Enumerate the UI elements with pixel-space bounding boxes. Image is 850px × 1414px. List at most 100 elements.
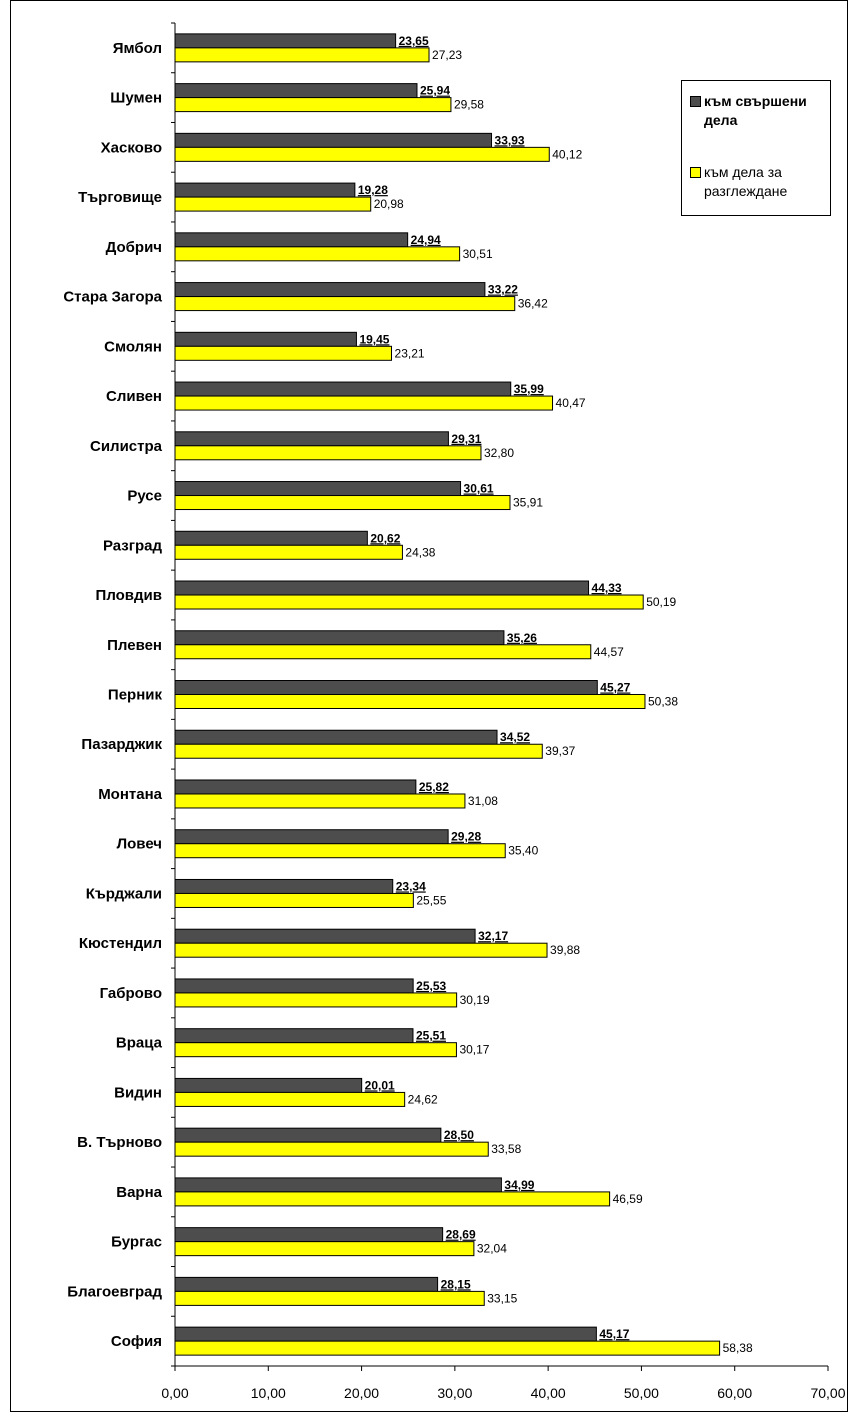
value-label-pending: 39,88 [550, 943, 580, 957]
category-label: Стара Загора [63, 289, 162, 306]
legend-swatch-pending [690, 167, 701, 178]
bar-done [174, 381, 512, 397]
value-label-pending: 23,21 [395, 346, 425, 360]
bar-pending [174, 942, 548, 958]
legend-swatch-done [690, 96, 701, 107]
category-label: Търговище [78, 189, 162, 206]
category-label: Ямбол [113, 40, 162, 57]
bar-pending [174, 594, 644, 610]
value-label-pending: 29,58 [454, 98, 484, 112]
bar-pending [174, 793, 466, 809]
value-label-done: 25,82 [419, 780, 449, 794]
value-label-done: 33,22 [488, 283, 518, 297]
value-label-done: 19,28 [358, 183, 388, 197]
value-label-done: 30,61 [464, 482, 494, 496]
bar-pending [174, 1340, 721, 1356]
bar-pending [174, 146, 550, 162]
bar-done [174, 779, 417, 795]
value-label-done: 35,26 [507, 631, 537, 645]
bar-pending [174, 892, 414, 908]
value-label-done: 19,45 [359, 332, 389, 346]
legend-item-done: към свършени дела [690, 92, 839, 130]
value-label-done: 33,93 [495, 133, 525, 147]
bar-pending [174, 345, 393, 361]
value-label-pending: 50,38 [648, 695, 678, 709]
bar-pending [174, 97, 452, 113]
category-label: Кърджали [86, 885, 162, 902]
category-label: Враца [116, 1035, 163, 1052]
legend: към свършени дела към дела за разглеждан… [681, 80, 831, 216]
value-label-done: 20,62 [370, 531, 400, 545]
x-tick-label: 40,00 [531, 1385, 566, 1401]
value-label-pending: 46,59 [613, 1192, 643, 1206]
value-label-pending: 31,08 [468, 794, 498, 808]
bar-done [174, 729, 498, 745]
category-label: Русе [127, 488, 162, 505]
value-label-pending: 44,57 [594, 645, 624, 659]
x-tick-label: 30,00 [437, 1385, 472, 1401]
legend-label-pending: към дела за разглеждане [704, 164, 788, 199]
bar-done [174, 1326, 597, 1342]
bar-done [174, 530, 368, 546]
category-label: Монтана [98, 786, 162, 803]
bar-done [174, 1127, 442, 1143]
bar-pending [174, 1091, 406, 1107]
bar-done [174, 1077, 363, 1093]
category-label: Кюстендил [79, 935, 162, 952]
bar-done [174, 1177, 502, 1193]
bar-done [174, 331, 357, 347]
value-label-pending: 50,19 [646, 595, 676, 609]
bar-pending [174, 1191, 611, 1207]
bar-done [174, 1227, 444, 1243]
axis-layer: 0,00 10,00 20,00 30,00 40,00 50,00 60,00 70,00 [161, 22, 846, 1401]
value-label-pending: 39,37 [545, 744, 575, 758]
category-label: Разград [103, 537, 163, 554]
category-label: Пазарджик [81, 736, 162, 753]
value-label-pending: 36,42 [518, 297, 548, 311]
value-label-done: 23,34 [396, 879, 426, 893]
value-label-pending: 30,51 [463, 247, 493, 261]
bar-done [174, 132, 493, 148]
category-label: Хасково [101, 139, 162, 156]
category-label: Сливен [106, 388, 162, 405]
bar-pending [174, 743, 543, 759]
bar-pending [174, 445, 482, 461]
value-label-done: 28,15 [441, 1277, 471, 1291]
value-label-done: 20,01 [365, 1078, 395, 1092]
bar-pending [174, 1290, 485, 1306]
category-label: Перник [108, 687, 163, 704]
bar-pending [174, 1241, 475, 1257]
category-label: Силистра [90, 438, 163, 455]
bar-done [174, 978, 414, 994]
bar-done [174, 182, 356, 198]
category-label: Ловеч [117, 836, 162, 853]
value-label-done: 34,52 [500, 730, 530, 744]
value-label-pending: 24,62 [408, 1092, 438, 1106]
value-label-pending: 58,38 [723, 1341, 753, 1355]
bar-pending [174, 296, 516, 312]
bar-done [174, 1028, 414, 1044]
value-label-pending: 40,12 [552, 147, 582, 161]
bar-pending [174, 992, 458, 1008]
value-label-done: 28,69 [446, 1228, 476, 1242]
value-label-done: 25,94 [420, 84, 450, 98]
bar-pending [174, 196, 372, 212]
bar-pending [174, 395, 554, 411]
value-label-done: 24,94 [411, 233, 441, 247]
bar-done [174, 33, 397, 49]
bar-done [174, 630, 505, 646]
category-label: Видин [114, 1084, 162, 1101]
value-label-pending: 25,55 [416, 893, 446, 907]
bar-pending [174, 644, 592, 660]
bar-pending [174, 246, 461, 262]
value-label-done: 44,33 [592, 581, 622, 595]
category-label: В. Търново [77, 1134, 162, 1151]
value-label-done: 23,65 [399, 34, 429, 48]
bar-done [174, 928, 476, 944]
value-label-pending: 35,91 [513, 496, 543, 510]
bar-pending [174, 843, 506, 859]
value-label-pending: 33,15 [487, 1291, 517, 1305]
x-tick-label: 10,00 [251, 1385, 286, 1401]
bars-layer [174, 33, 721, 1356]
